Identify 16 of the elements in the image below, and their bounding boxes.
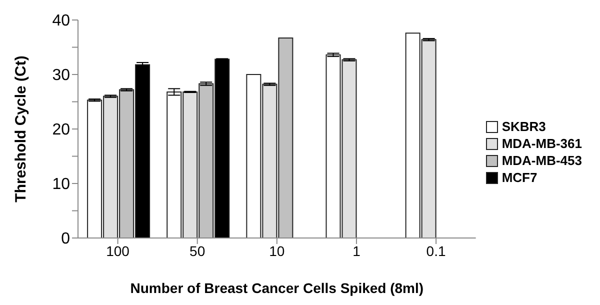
legend-label: MDA-MB-453 [502, 153, 582, 168]
legend-label: MDA-MB-361 [502, 136, 582, 151]
x-tick-label: 10 [269, 242, 285, 259]
y-tick-label: 20 [52, 122, 70, 139]
legend-label: SKBR3 [502, 119, 546, 134]
y-axis-title: Threshold Cycle (Ct) [12, 56, 30, 202]
y-tick-label: 10 [52, 176, 70, 194]
legend-label: MCF7 [502, 170, 538, 185]
x-tick-label: 50 [190, 242, 206, 259]
y-tick-label: 0 [61, 230, 70, 248]
y-tick-label: 30 [52, 67, 70, 84]
x-axis-title: Number of Breast Cancer Cells Spiked (8ml) [130, 280, 424, 296]
x-tick-label: 0.1 [426, 242, 446, 259]
x-tick-label: 100 [106, 242, 130, 259]
x-tick-label: 1 [352, 242, 361, 259]
y-tick-label: 40 [52, 12, 70, 30]
